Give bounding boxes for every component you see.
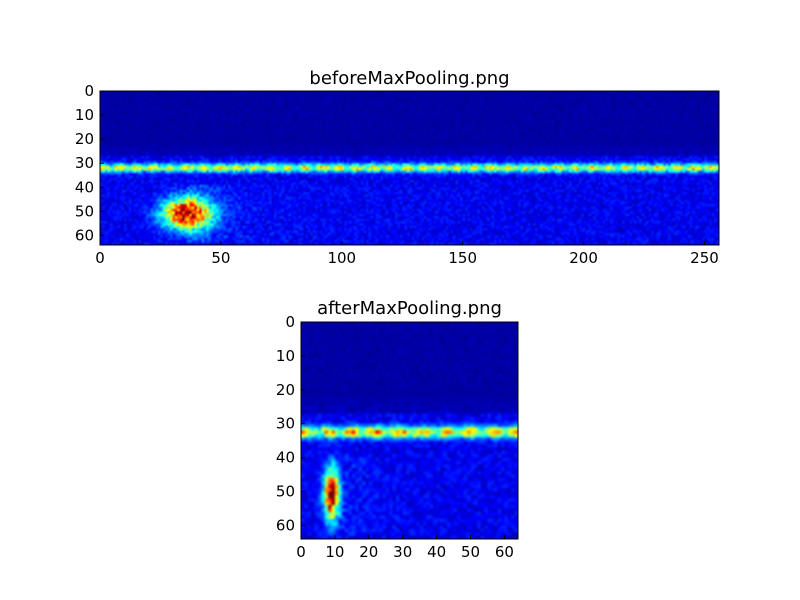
heatmap-image-after bbox=[301, 322, 518, 539]
x-tick-label: 0 bbox=[296, 543, 306, 561]
x-tick-label: 250 bbox=[690, 249, 719, 267]
chart-title-after: afterMaxPooling.png bbox=[317, 298, 502, 319]
x-tick-label: 0 bbox=[95, 249, 105, 267]
x-tick-label: 10 bbox=[325, 543, 344, 561]
y-tick-label: 50 bbox=[276, 483, 295, 501]
chart-after: afterMaxPooling.png 0 10 20 30 40 50 600102030… bbox=[276, 298, 519, 561]
y-tick-label: 40 bbox=[75, 178, 94, 196]
x-tick-label: 50 bbox=[211, 249, 230, 267]
chart-before: beforeMaxPooling.png 0 50 100 150 200 250 0 10 2… bbox=[75, 68, 720, 267]
chart-title-before: beforeMaxPooling.png bbox=[309, 68, 509, 89]
plot-frame-before bbox=[99, 90, 720, 246]
y-tick-label: 30 bbox=[75, 154, 94, 172]
y-tick-label: 20 bbox=[75, 130, 94, 148]
x-tick-label: 40 bbox=[427, 543, 446, 561]
x-tick-label: 150 bbox=[448, 249, 477, 267]
x-tick-label: 50 bbox=[461, 543, 480, 561]
y-tick-label: 60 bbox=[276, 516, 295, 534]
y-tick-label: 30 bbox=[276, 415, 295, 433]
x-tick-label: 100 bbox=[327, 249, 356, 267]
y-tick-label: 20 bbox=[276, 381, 295, 399]
y-tick-label: 50 bbox=[75, 202, 94, 220]
y-tick-label: 0 bbox=[84, 82, 94, 100]
plot-frame-after bbox=[300, 321, 519, 540]
x-tick-label: 20 bbox=[359, 543, 378, 561]
heatmap-image-before bbox=[100, 91, 719, 245]
ticks-before: 0 50 100 150 200 250 0 10 20 30 40 50 60 bbox=[75, 82, 719, 267]
y-tick-label: 0 bbox=[285, 313, 295, 331]
x-tick-label: 30 bbox=[393, 543, 412, 561]
y-tick-label: 10 bbox=[75, 106, 94, 124]
y-tick-label: 60 bbox=[75, 226, 94, 244]
y-tick-label: 10 bbox=[276, 347, 295, 365]
x-tick-label: 200 bbox=[569, 249, 598, 267]
y-tick-label: 40 bbox=[276, 449, 295, 467]
x-tick-label: 60 bbox=[495, 543, 514, 561]
